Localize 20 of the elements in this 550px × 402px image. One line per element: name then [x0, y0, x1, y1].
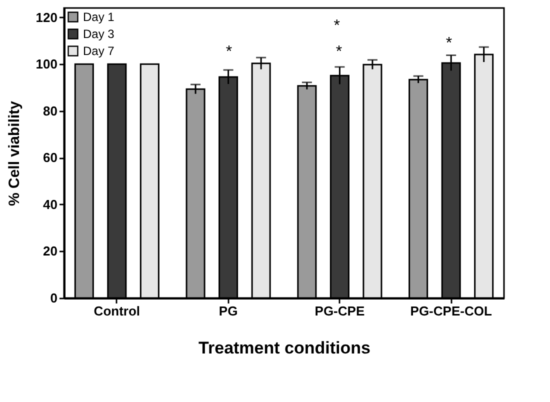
x-tick-label: PG-CPE	[314, 304, 365, 318]
y-tick-label: 120	[36, 10, 58, 25]
x-tick-label: PG	[218, 304, 238, 318]
annotation: *	[336, 44, 342, 60]
x-tick-label: Control	[94, 304, 140, 318]
x-tick-label: PG-CPE-COL	[410, 304, 492, 318]
y-tick-label: 100	[36, 56, 58, 72]
x-axis-title: Treatment conditions	[198, 338, 370, 358]
y-tick-label: 0	[50, 290, 58, 306]
y-tick-label: 60	[43, 150, 58, 166]
legend-label: Day 7	[83, 44, 115, 58]
annotation: *	[226, 44, 232, 60]
legend-label: Day 1	[83, 10, 115, 24]
y-axis-title: % Cell viability	[6, 100, 23, 206]
annotation: *	[334, 17, 340, 34]
y-tick-label: 40	[43, 196, 58, 212]
y-tick-label: 20	[43, 244, 58, 259]
y-tick-label: 80	[43, 103, 58, 118]
legend-label: Day 3	[83, 27, 115, 41]
annotation: *	[446, 34, 452, 52]
